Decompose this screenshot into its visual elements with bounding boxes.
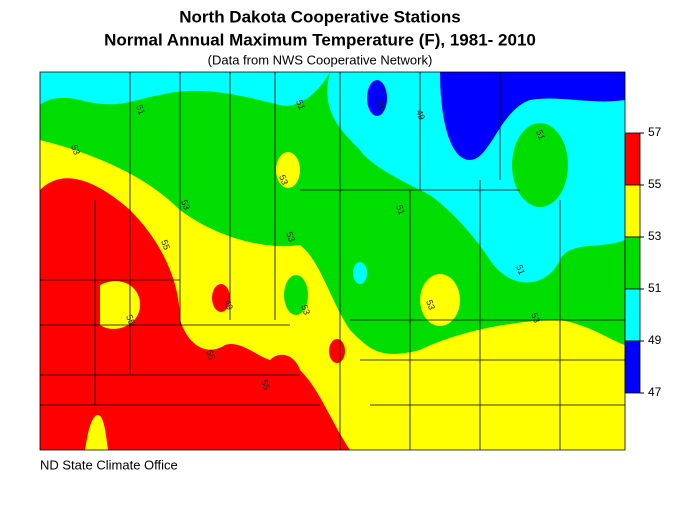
contour-label: 51: [294, 98, 307, 111]
legend: 57 55 53 51 49 47: [624, 125, 662, 399]
contour-label: 53: [424, 298, 437, 311]
legend-swatch: [624, 132, 641, 186]
zone: [329, 339, 345, 363]
county-lines: [39, 71, 626, 451]
legend-swatch: [624, 184, 641, 238]
zone: [284, 275, 308, 315]
note: (Data from NWS Cooperative Network): [208, 52, 433, 67]
legend-tick-label: 47: [648, 385, 662, 399]
zone: [353, 262, 367, 284]
contour-label: 53: [284, 230, 297, 243]
contour-label: 49: [222, 298, 235, 311]
zone: [212, 284, 230, 312]
legend-tick-label: 55: [648, 177, 662, 191]
contour-label: 53: [179, 198, 192, 211]
subtitle: Normal Annual Maximum Temperature (F), 1…: [104, 30, 536, 49]
zone: [327, 72, 625, 283]
contour-label: 55: [124, 313, 137, 326]
legend-swatch: [624, 288, 641, 342]
contour-label: 51: [534, 128, 547, 141]
legend-swatch: [624, 340, 641, 394]
zone: [40, 178, 350, 451]
zone: [512, 123, 568, 207]
contour-label: 49: [414, 108, 427, 121]
legend-swatch: [624, 236, 641, 290]
zone: [367, 80, 387, 116]
zone: [420, 274, 460, 326]
contour-label: 55: [159, 238, 172, 251]
contour-label: 51: [134, 103, 147, 116]
contour-label: 55: [259, 378, 272, 391]
footer: ND State Climate Office: [40, 457, 178, 472]
legend-tick-label: 49: [648, 333, 662, 347]
legend-tick-label: 51: [648, 281, 662, 295]
legend-tick-label: 53: [648, 229, 662, 243]
contour-label: 51: [514, 263, 527, 276]
contour-label: 49: [374, 98, 387, 111]
contour-label: 53: [529, 311, 542, 324]
zone: [276, 152, 300, 188]
contour-label: 51: [394, 203, 407, 216]
title: North Dakota Cooperative Stations: [179, 7, 461, 26]
contour-label: 53: [277, 173, 290, 186]
contour-label: 55: [204, 348, 217, 361]
zone: [440, 72, 625, 160]
map: 51 51 49 49 51 51 51 53 53 53 53 53 53 53 55 55 55 55 49: [39, 71, 626, 451]
zone: [85, 415, 108, 450]
legend-tick-label: 57: [648, 125, 662, 139]
contour-label: 53: [299, 303, 312, 316]
zone: [40, 72, 330, 106]
contour-label: 53: [69, 143, 82, 156]
